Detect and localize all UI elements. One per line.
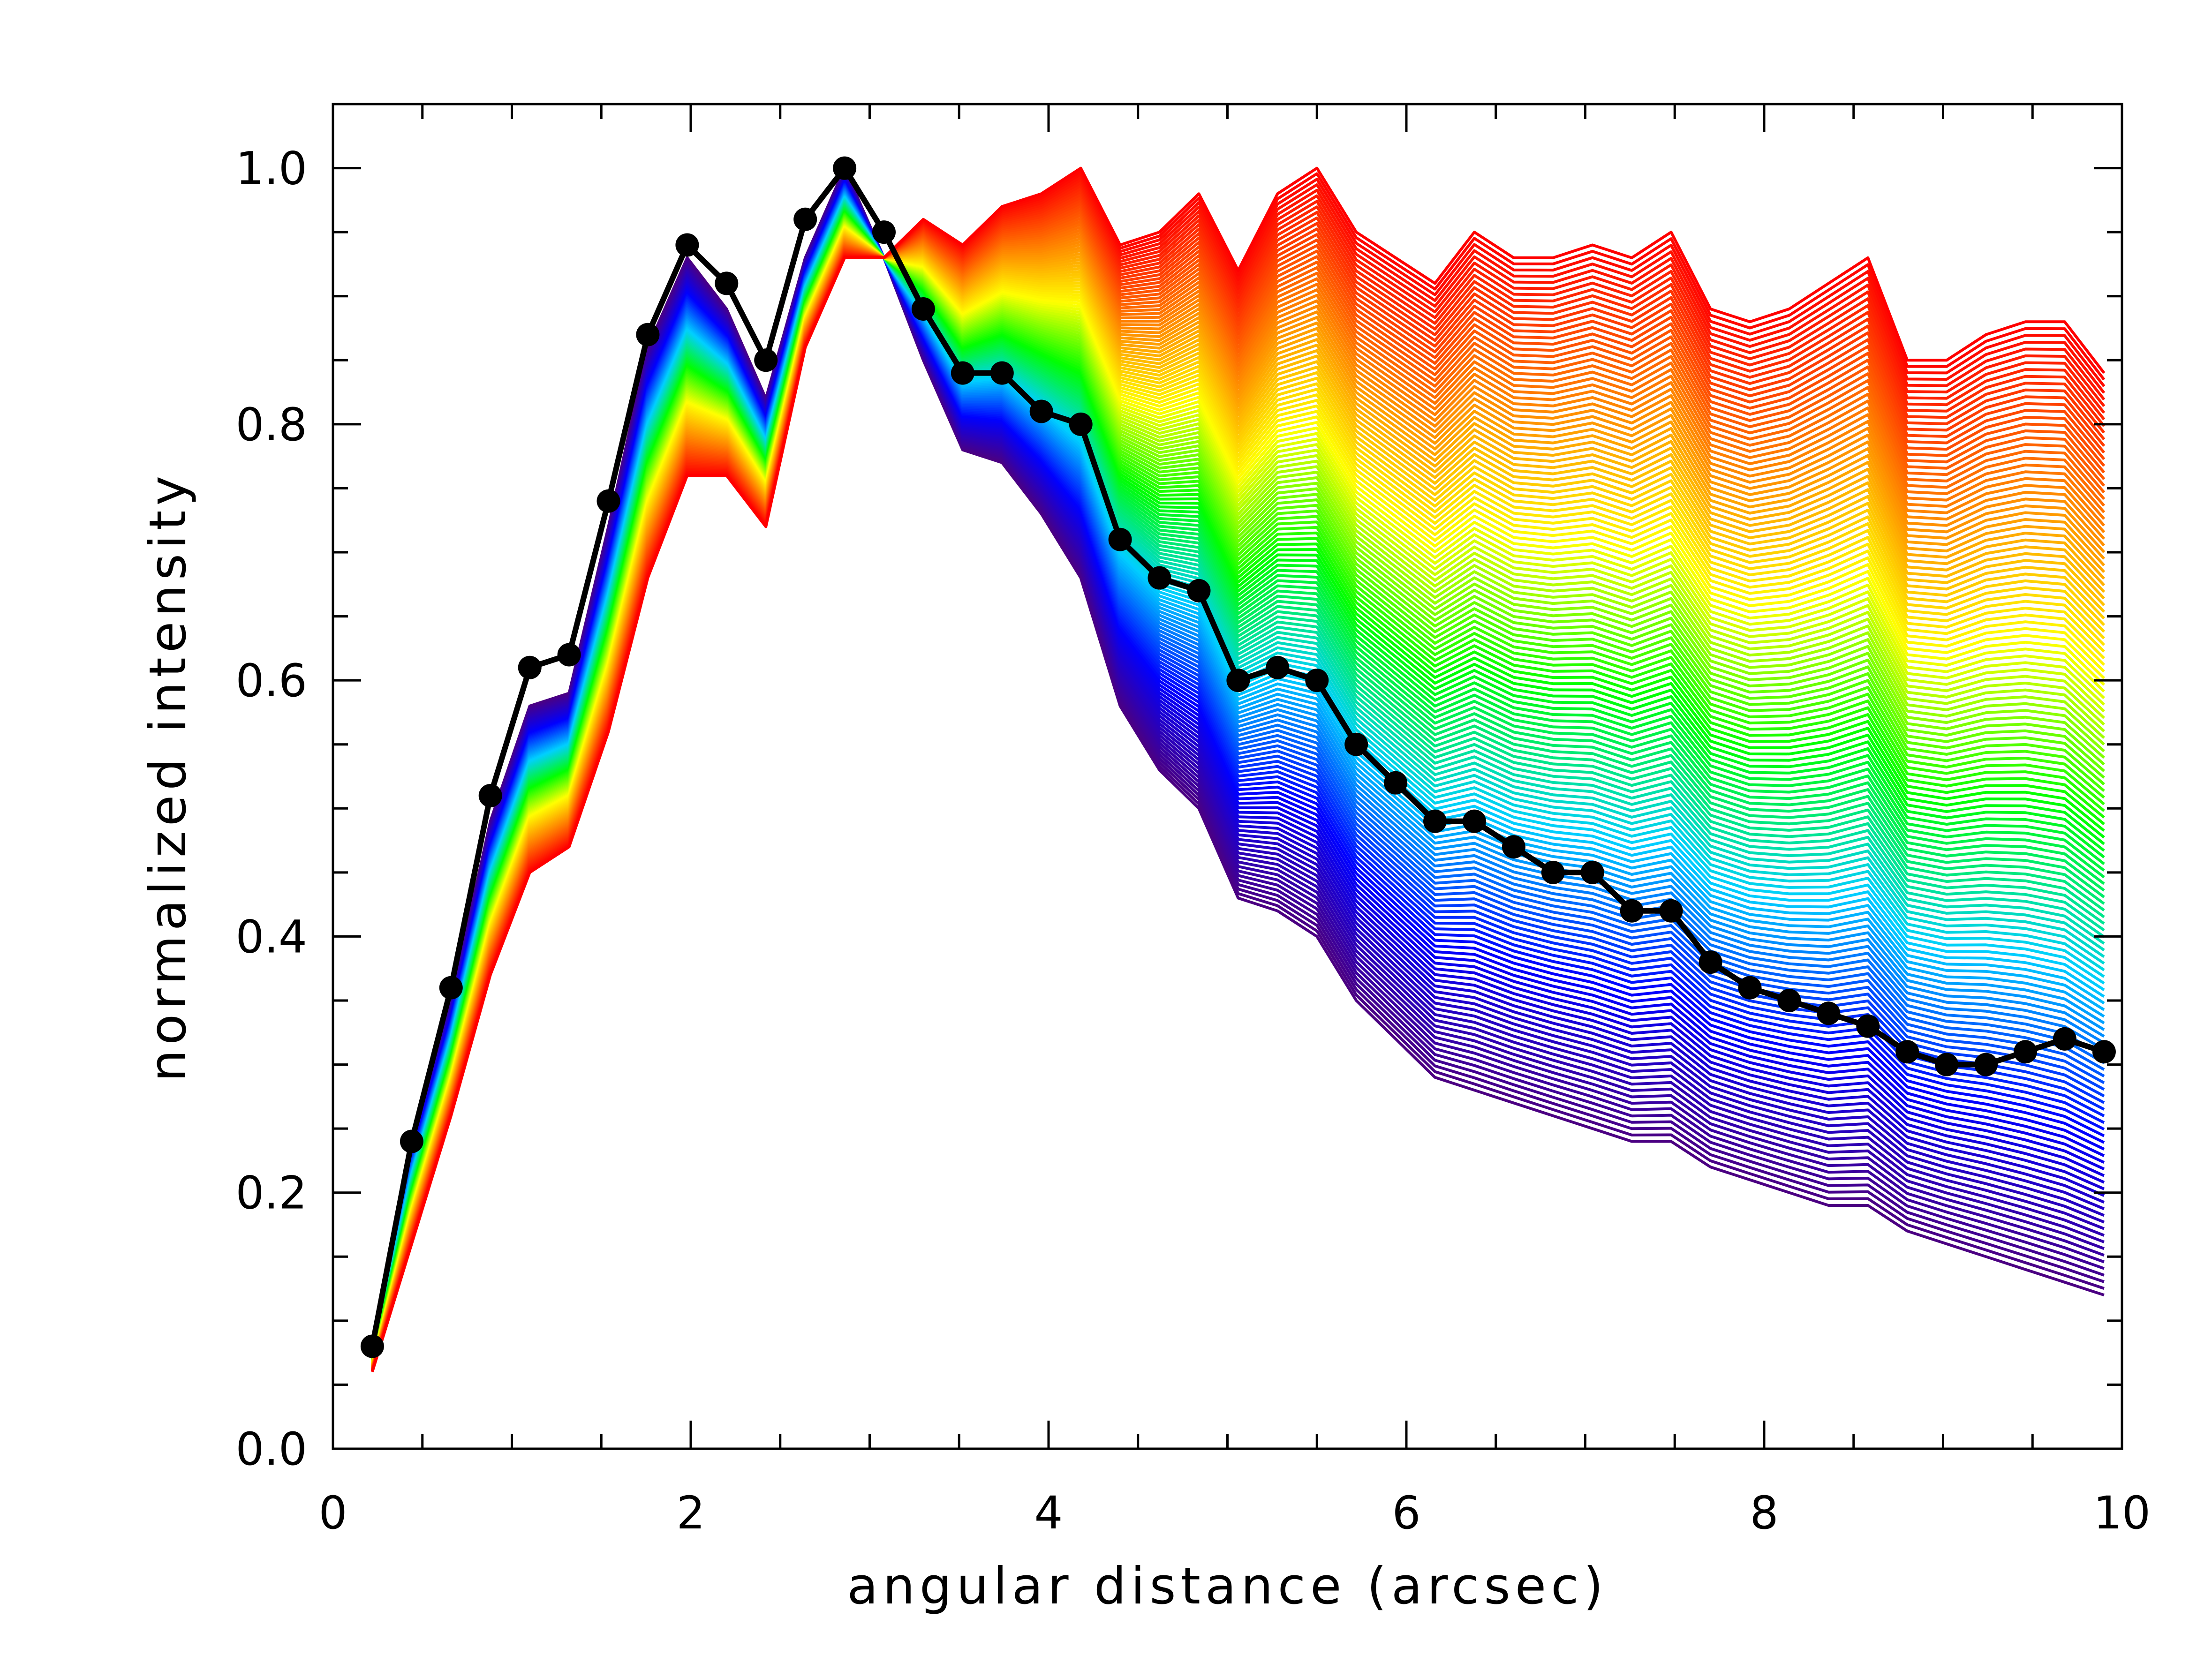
mean-point: [2092, 1040, 2116, 1064]
mean-point: [1935, 1053, 1959, 1076]
y-tick-label: 0.4: [235, 911, 307, 963]
mean-point: [557, 643, 581, 667]
mean-point: [1817, 1001, 1841, 1025]
x-axis-label: angular distance (arcsec): [847, 1557, 1608, 1616]
mean-point: [400, 1129, 423, 1153]
mean-point: [596, 489, 620, 513]
mean-point: [1305, 669, 1329, 692]
tick-labels-group: 0 2 4 6 8 10 0.0 0.2 0.4 0.6 0.8 1.0: [235, 143, 2151, 1539]
mean-point: [715, 271, 739, 295]
mean-point: [478, 784, 502, 807]
mean-point: [1502, 835, 1525, 859]
mean-point: [1738, 976, 1762, 1000]
mean-point: [1895, 1040, 1919, 1064]
mean-point: [1580, 860, 1604, 884]
mean-point: [754, 348, 778, 372]
mean-point: [1620, 899, 1644, 923]
mean-point: [833, 156, 857, 180]
y-tick-label: 0.8: [235, 399, 307, 451]
mean-point: [872, 220, 896, 244]
mean-point: [1226, 669, 1250, 692]
x-tick-label: 10: [2093, 1487, 2151, 1539]
mean-point: [1856, 1014, 1880, 1038]
mean-point: [360, 1334, 384, 1358]
mean-point: [990, 361, 1014, 385]
mean-point: [1659, 899, 1683, 923]
mean-point: [911, 297, 935, 321]
axis-ticks-group: [332, 104, 2123, 1450]
x-tick-label: 4: [1034, 1487, 1063, 1539]
mean-point: [951, 361, 974, 385]
mean-point: [675, 233, 699, 257]
mean-point: [1187, 579, 1211, 602]
mean-point: [2053, 1027, 2076, 1051]
mean-point: [1266, 655, 1290, 679]
y-axis-label: normalized intensity: [139, 471, 197, 1082]
mean-point: [1108, 527, 1132, 551]
mean-point: [1699, 950, 1722, 974]
x-tick-label: 0: [318, 1487, 347, 1539]
mean-point: [1029, 399, 1053, 423]
mean-point: [1069, 412, 1093, 436]
mean-point: [793, 207, 817, 231]
mean-point: [2014, 1040, 2037, 1064]
y-tick-label: 1.0: [235, 143, 307, 195]
mean-point: [1777, 989, 1801, 1012]
mean-profile-group: [360, 156, 2116, 1358]
mean-point: [1344, 732, 1368, 756]
y-tick-label: 0.2: [235, 1167, 307, 1219]
mean-point: [1384, 771, 1408, 795]
x-tick-label: 6: [1392, 1487, 1420, 1539]
x-tick-label: 8: [1750, 1487, 1778, 1539]
mean-point: [1541, 860, 1565, 884]
mean-point: [1148, 566, 1171, 590]
mean-point: [1463, 809, 1486, 833]
mean-point: [1423, 809, 1447, 833]
y-tick-label: 0.0: [235, 1423, 307, 1475]
x-tick-label: 2: [676, 1487, 705, 1539]
spectrum-curves-group: [370, 166, 2106, 1372]
mean-point: [1974, 1053, 1998, 1076]
mean-point: [518, 655, 542, 679]
spectrum-curve: [371, 166, 2106, 1372]
mean-point: [439, 976, 463, 1000]
y-tick-label: 0.6: [235, 655, 307, 707]
mean-point: [636, 323, 660, 346]
